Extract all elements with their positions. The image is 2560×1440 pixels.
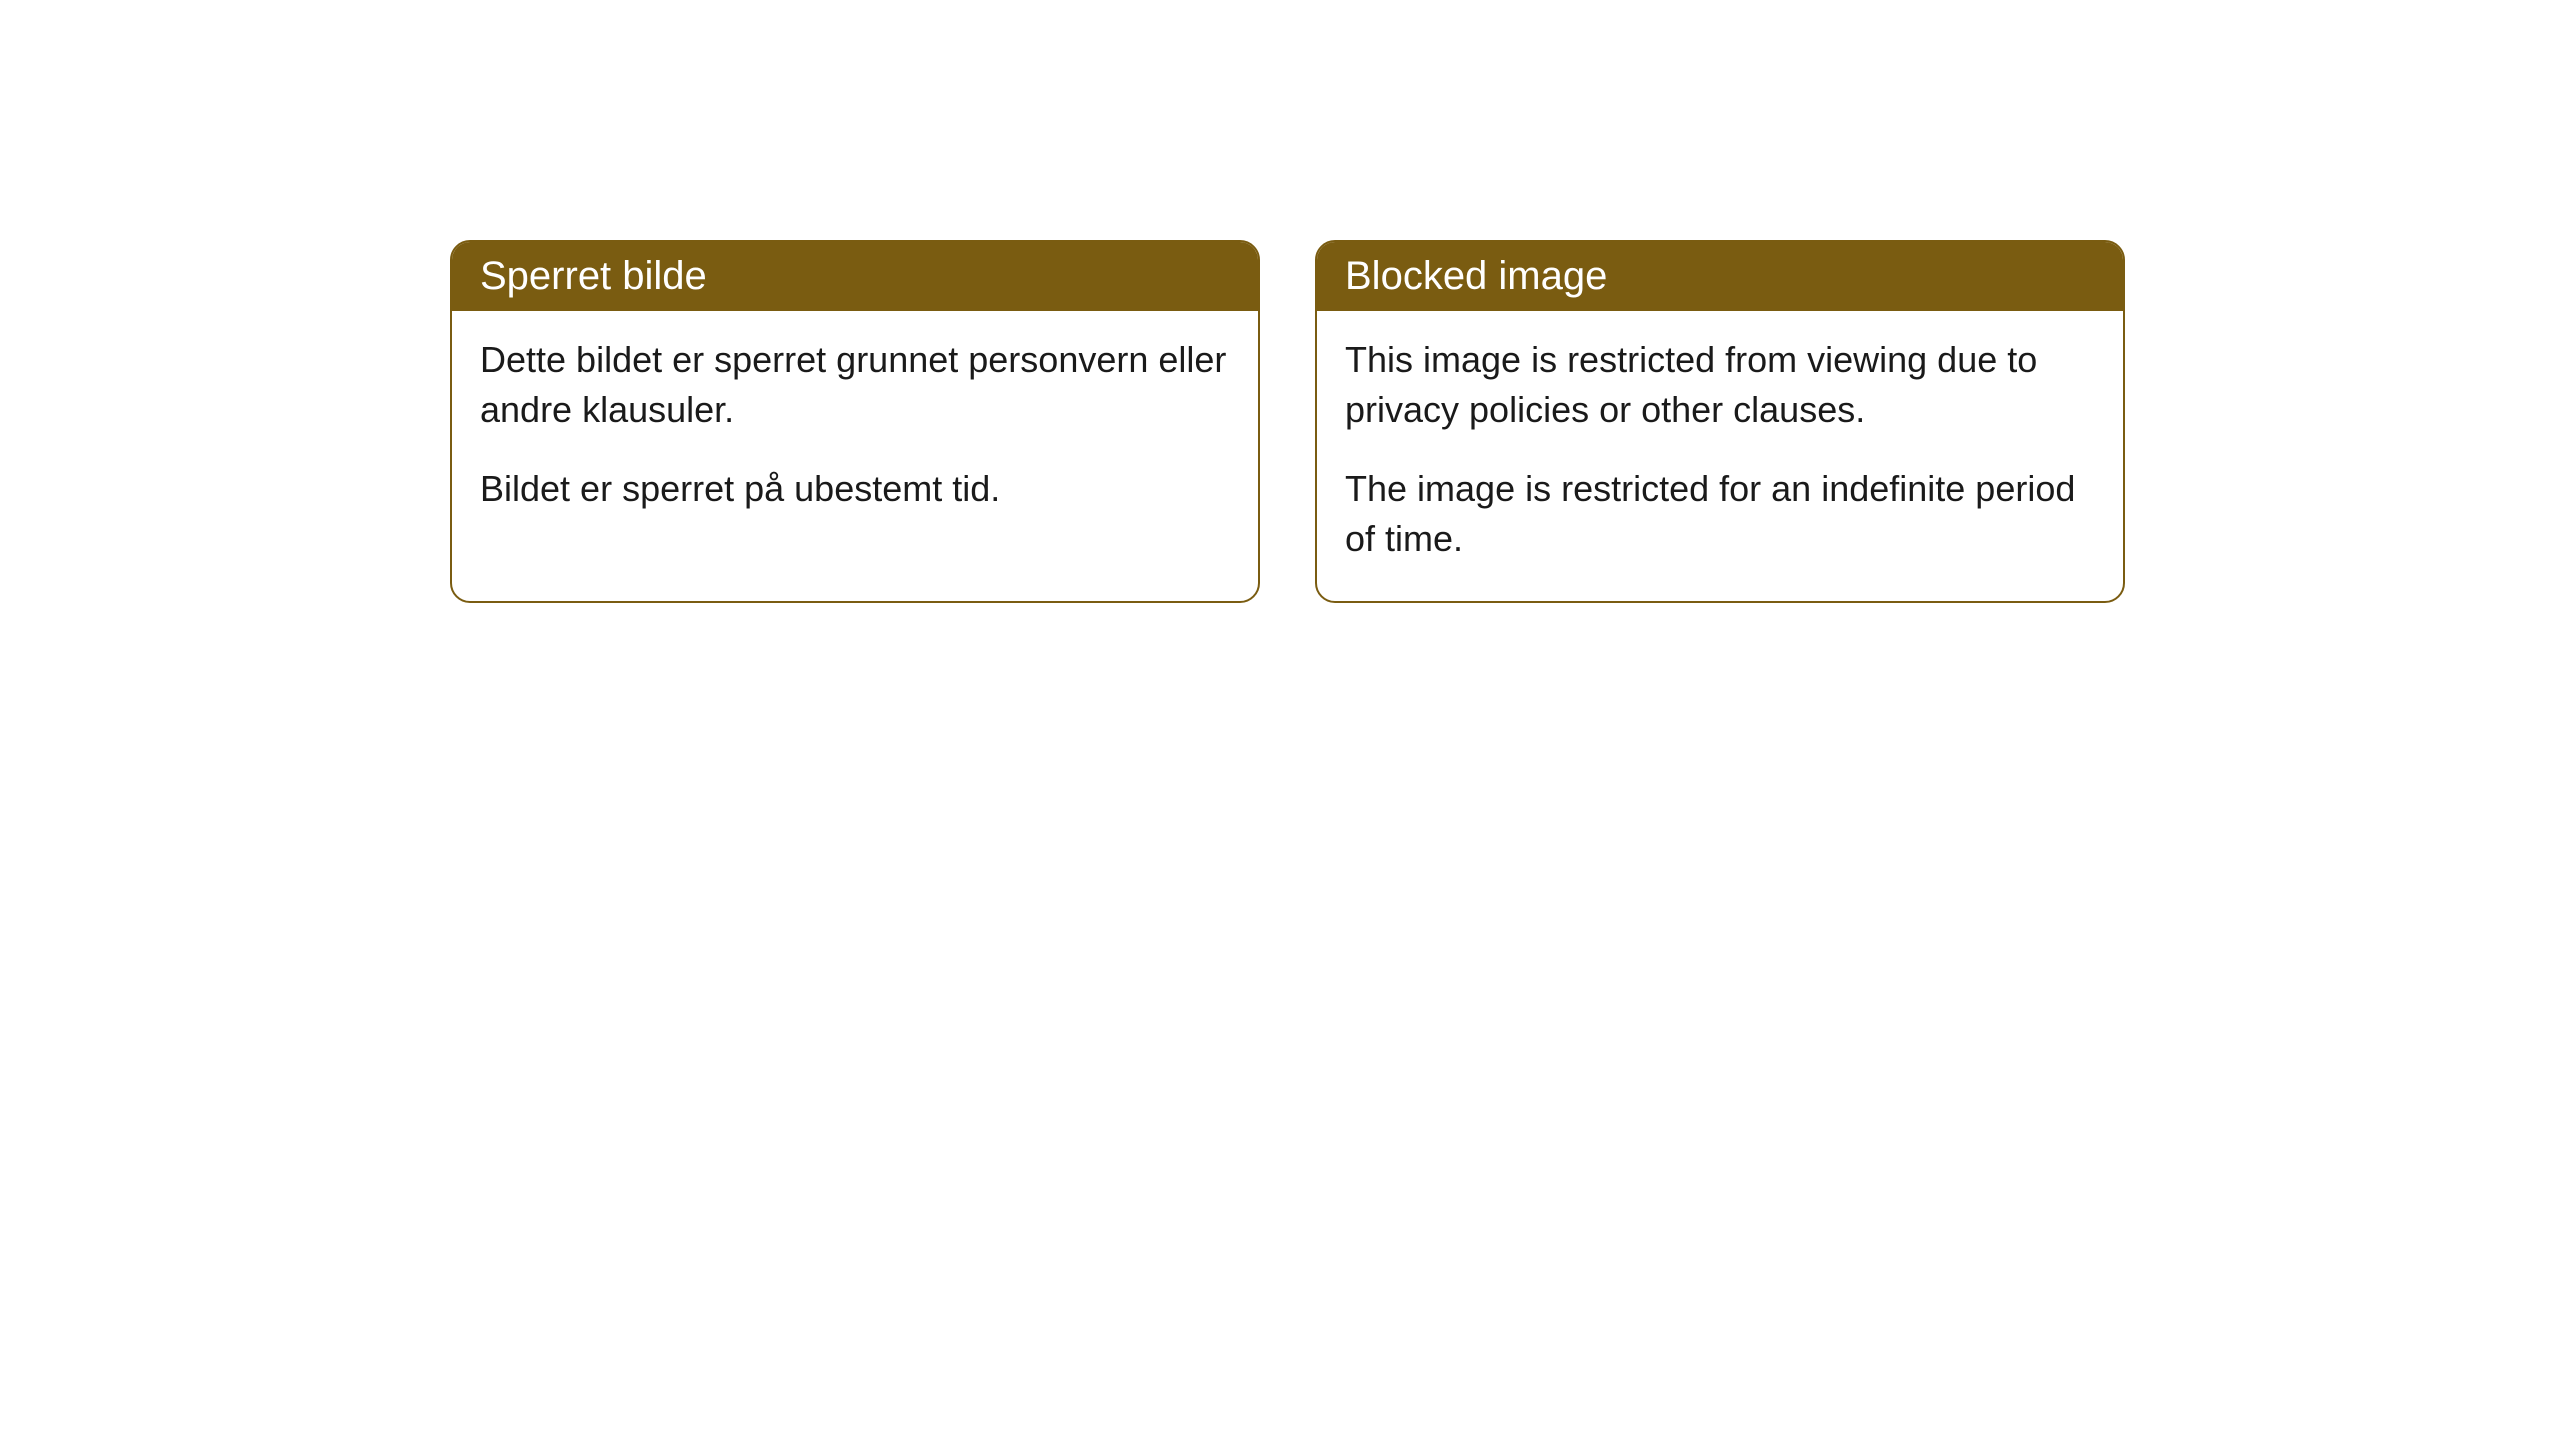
notice-card-body: This image is restricted from viewing du… [1317, 311, 2123, 601]
notice-card-header: Sperret bilde [452, 242, 1258, 311]
notice-card-english: Blocked image This image is restricted f… [1315, 240, 2125, 603]
notice-card-norwegian: Sperret bilde Dette bildet er sperret gr… [450, 240, 1260, 603]
notice-paragraph: Dette bildet er sperret grunnet personve… [480, 335, 1230, 436]
notice-card-body: Dette bildet er sperret grunnet personve… [452, 311, 1258, 550]
notice-container: Sperret bilde Dette bildet er sperret gr… [0, 0, 2560, 603]
notice-card-header: Blocked image [1317, 242, 2123, 311]
notice-title: Sperret bilde [480, 254, 707, 298]
notice-paragraph: Bildet er sperret på ubestemt tid. [480, 464, 1230, 514]
notice-paragraph: The image is restricted for an indefinit… [1345, 464, 2095, 565]
notice-paragraph: This image is restricted from viewing du… [1345, 335, 2095, 436]
notice-title: Blocked image [1345, 254, 1607, 298]
